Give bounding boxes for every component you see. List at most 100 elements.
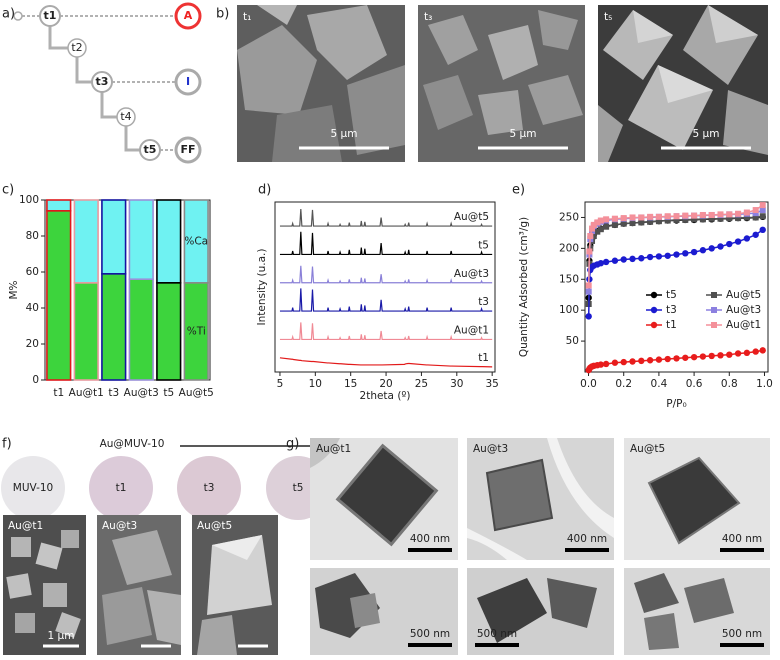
crystal	[207, 535, 272, 615]
data-point	[673, 216, 680, 223]
product-node	[174, 68, 202, 96]
y-tick-label: 100	[559, 304, 579, 316]
crystal	[147, 590, 181, 645]
x-tick-label: 15	[344, 378, 357, 390]
crystal	[61, 530, 79, 548]
data-point	[594, 228, 601, 235]
crystal	[112, 530, 172, 585]
legend-label: Au@t3	[726, 304, 761, 316]
data-point	[585, 282, 592, 289]
data-point	[597, 226, 604, 233]
scale-label: 1 μm	[48, 630, 75, 642]
y-tick-label: 40	[26, 302, 39, 314]
sample-photo	[177, 456, 241, 520]
data-point	[646, 357, 654, 364]
tem-image: Au@t5 400 nm	[624, 438, 770, 560]
data-point	[726, 351, 733, 358]
data-point	[690, 353, 698, 361]
bar-segment	[46, 210, 72, 381]
data-point	[597, 217, 604, 224]
data-point	[673, 251, 680, 258]
crystal	[708, 5, 758, 43]
x-tick-label: 0.8	[721, 378, 738, 390]
image-label: Au@t3	[102, 520, 137, 532]
product-label: A	[184, 9, 193, 22]
data-point	[673, 355, 680, 362]
data-point	[611, 221, 618, 228]
crystal	[647, 456, 741, 545]
particle	[423, 75, 473, 130]
data-point	[759, 347, 766, 354]
crystal	[350, 593, 380, 628]
x-axis-label: P/P₀	[666, 398, 686, 410]
x-tick-label: t5	[163, 387, 174, 399]
y-tick-label: 80	[26, 230, 39, 242]
particle	[428, 15, 478, 65]
data-point	[759, 202, 766, 209]
data-point	[611, 359, 619, 366]
panel-label: g)	[286, 437, 299, 452]
x-tick-label: Au@t3	[124, 387, 159, 399]
scale-label: 500 nm	[410, 628, 450, 640]
crystal	[485, 458, 554, 532]
data-point	[726, 211, 733, 218]
data-point	[735, 210, 742, 217]
data-point	[752, 210, 759, 217]
panel-label: b)	[216, 7, 229, 22]
data-point	[743, 235, 751, 242]
data-point	[708, 215, 715, 222]
crystal	[35, 542, 63, 570]
data-point	[655, 218, 662, 225]
legend-label: t3	[666, 304, 677, 316]
image-label: Au@t5	[197, 520, 232, 532]
data-point	[717, 352, 724, 359]
sem-image: Au@t1 1 μm	[3, 515, 86, 655]
series-label: Au@t5	[454, 211, 489, 223]
data-point	[602, 360, 610, 368]
legend-marker	[650, 306, 658, 314]
x-tick-label: Au@t1	[69, 387, 104, 399]
data-point	[629, 358, 636, 365]
crystal	[43, 583, 67, 607]
data-point	[717, 243, 724, 250]
data-point	[629, 220, 636, 227]
panel-label: e)	[512, 183, 525, 198]
data-point	[682, 212, 689, 219]
data-point	[691, 216, 698, 223]
crystal	[633, 10, 673, 43]
scale-label: 5 μm	[331, 128, 358, 140]
particle	[528, 75, 583, 125]
crystal	[11, 537, 31, 557]
x-tick-label: t1	[53, 387, 64, 399]
crystal	[212, 535, 262, 560]
bar-segment	[128, 199, 154, 280]
data-point	[682, 216, 689, 223]
x-tick-label: 20	[379, 378, 392, 390]
legend-marker	[650, 291, 658, 299]
data-point	[743, 209, 750, 216]
data-point	[597, 361, 605, 368]
sem-image: Au@t3	[97, 515, 181, 655]
particle	[237, 25, 317, 115]
data-point	[629, 214, 636, 221]
data-point	[638, 214, 645, 221]
data-point	[759, 226, 766, 234]
bar-segment	[101, 272, 127, 381]
series-line	[279, 265, 493, 284]
bar-segment	[46, 199, 72, 212]
data-point	[743, 349, 751, 357]
y-axis-label: M%	[8, 280, 20, 299]
bar-segment	[156, 199, 182, 284]
tem-image: 500 nm	[467, 568, 614, 655]
data-point	[655, 253, 663, 260]
data-point	[752, 207, 759, 214]
data-point	[691, 212, 698, 219]
scale-label: 400 nm	[410, 533, 450, 545]
image-label: Au@t1	[316, 443, 351, 455]
legend-marker	[650, 321, 658, 329]
data-point	[655, 213, 662, 220]
particle	[488, 25, 538, 80]
chart: 0 20 40 60 80 100 M% t1 Au@t1 t3 Au@t3 t5 Au@t5 %Ti %C…	[8, 194, 214, 399]
y-tick-label: 100	[19, 194, 39, 206]
